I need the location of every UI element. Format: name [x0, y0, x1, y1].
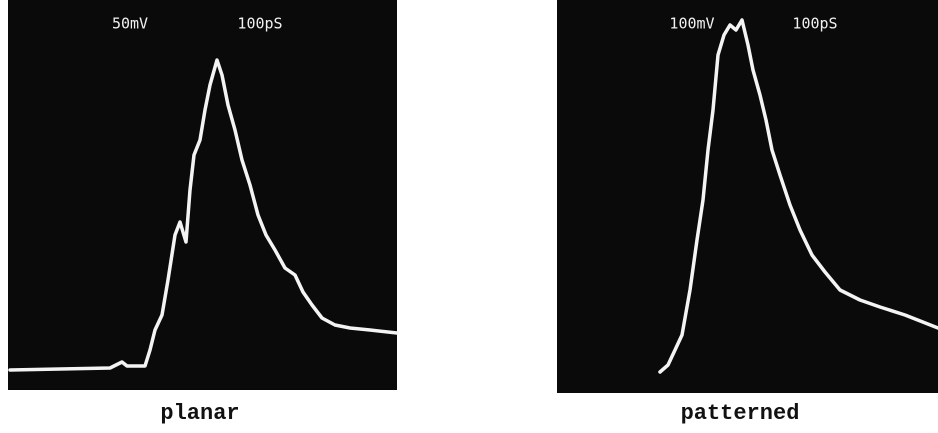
figure: 50mV 100pS planar 100mV 100pS patterned [0, 0, 938, 433]
scope-screen [8, 0, 397, 390]
time-scale: 100pS [237, 15, 282, 33]
caption: planar [160, 401, 239, 426]
scope-screen [557, 0, 938, 393]
planar-panel: 50mV 100pS planar [8, 0, 397, 426]
voltage-scale: 50mV [112, 15, 148, 33]
voltage-scale: 100mV [669, 15, 714, 33]
time-scale: 100pS [792, 15, 837, 33]
caption: patterned [681, 401, 800, 426]
patterned-panel: 100mV 100pS patterned [557, 0, 938, 426]
